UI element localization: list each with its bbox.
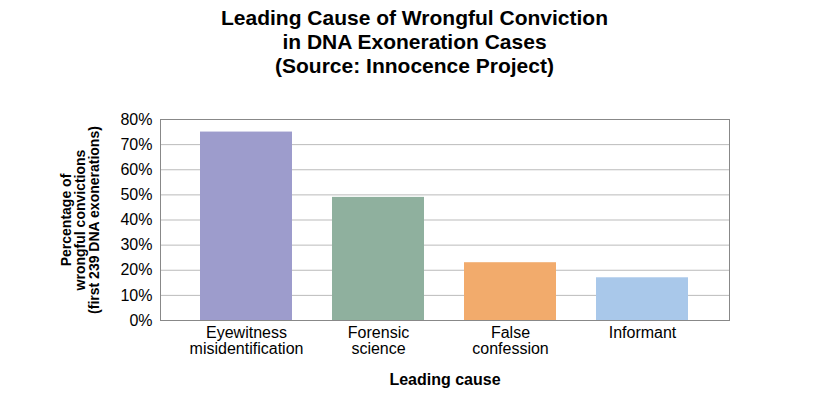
svg-text:60%: 60% — [120, 161, 152, 178]
svg-text:70%: 70% — [120, 136, 152, 153]
svg-text:40%: 40% — [120, 211, 152, 228]
svg-text:Falseconfession: Falseconfession — [472, 324, 549, 357]
svg-text:20%: 20% — [120, 261, 152, 278]
svg-text:0%: 0% — [129, 312, 152, 329]
svg-text:80%: 80% — [120, 111, 152, 128]
svg-text:10%: 10% — [120, 286, 152, 303]
svg-text:Eyewitnessmisidentification: Eyewitnessmisidentification — [190, 324, 304, 357]
svg-text:Forensicscience: Forensicscience — [348, 324, 409, 357]
svg-text:Informant: Informant — [609, 324, 677, 341]
svg-text:50%: 50% — [120, 186, 152, 203]
html-text:Leading Cause of Wrongful Conv: Leading Cause of Wrongful Conviction in … — [221, 6, 608, 77]
svg-text:30%: 30% — [120, 236, 152, 253]
svg-text:Leading cause: Leading cause — [389, 371, 500, 388]
svg-text:Percentage ofwrongful convicti: Percentage ofwrongful convictions(first … — [58, 126, 102, 314]
